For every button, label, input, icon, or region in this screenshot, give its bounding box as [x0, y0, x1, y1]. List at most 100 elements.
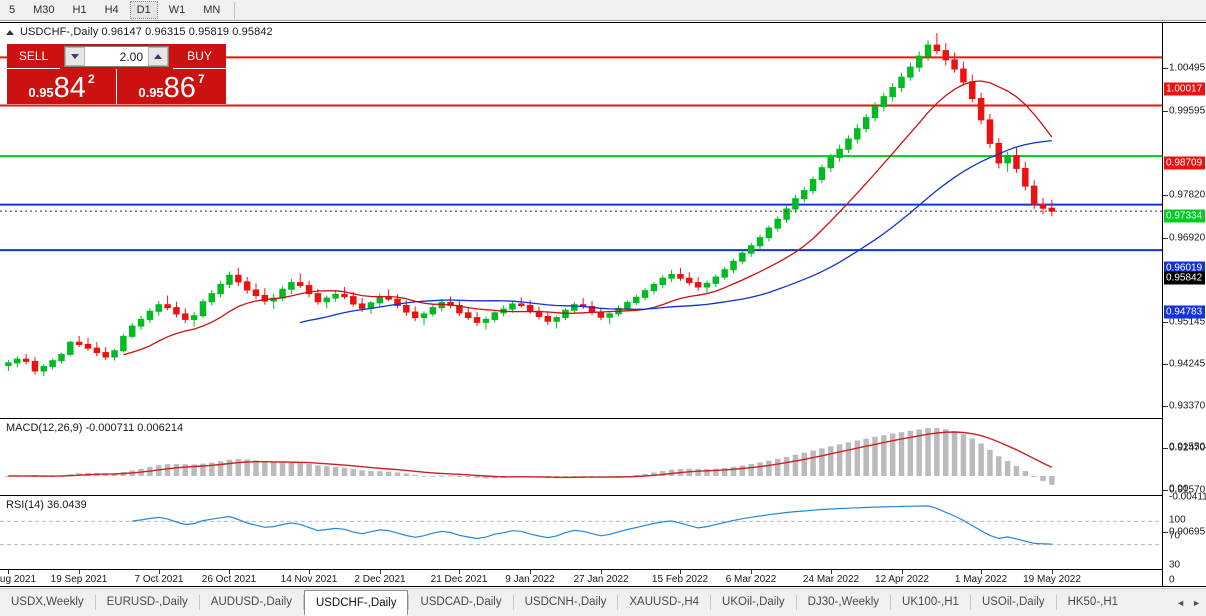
tab-separator: [302, 595, 304, 610]
date-axis-label: 19 Sep 2021: [50, 574, 108, 585]
symbol-tab-audusddaily[interactable]: AUDUSD-,Daily: [210, 595, 292, 608]
tab-separator: [890, 595, 892, 610]
buy-price-big: 86: [163, 72, 196, 104]
timeframe-button-w1[interactable]: W1: [168, 4, 186, 16]
symbol-tab-usdxweekly[interactable]: USDX,Weekly: [11, 595, 84, 608]
sell-price-display[interactable]: 0.95 84 2: [7, 69, 116, 104]
symbol-tab-usdcaddaily[interactable]: USDCAD-,Daily: [420, 595, 502, 608]
price-level-label[interactable]: 0.95842: [1164, 271, 1205, 285]
date-axis-tick: [981, 570, 982, 574]
chart-symbol-header: USDCHF-,Daily 0.96147 0.96315 0.95819 0.…: [6, 26, 273, 38]
chevron-down-icon: [71, 54, 79, 59]
chevron-up-icon: [154, 54, 162, 59]
date-axis-tick: [309, 570, 310, 574]
timeframe-button-h4[interactable]: H4: [104, 4, 119, 16]
toolbar-separator: [234, 1, 236, 19]
buy-price-sup: 7: [197, 72, 205, 86]
date-axis-tick: [229, 570, 230, 574]
price-scale-tick: [1163, 532, 1168, 533]
buy-price-display[interactable]: 0.95 86 7: [117, 69, 226, 104]
tab-scroll-right-icon[interactable]: ►: [1192, 597, 1201, 608]
tab-separator: [617, 595, 619, 610]
sell-price-sup: 2: [87, 72, 95, 86]
tab-separator: [94, 595, 96, 610]
date-axis-label: 26 Oct 2021: [201, 574, 257, 585]
date-axis-label: 6 Mar 2022: [725, 574, 777, 585]
price-level-label[interactable]: 0.98709: [1164, 156, 1205, 170]
symbol-tab-dj30weekly[interactable]: DJ30-,Weekly: [807, 595, 880, 608]
macd-pane[interactable]: MACD(12,26,9) -0.000711 0.006214: [0, 418, 1162, 494]
macd-label: MACD(12,26,9) -0.000711 0.006214: [6, 422, 184, 434]
price-level-label[interactable]: 0.96019: [1164, 261, 1205, 275]
date-axis-label: 14 Nov 2021: [280, 574, 338, 585]
rsi-scale-label: 70: [1169, 530, 1181, 542]
timeframe-button-mn[interactable]: MN: [203, 4, 221, 16]
tab-separator: [512, 595, 514, 610]
price-level-label[interactable]: 0.97334: [1164, 209, 1205, 223]
price-scale-label: 0.94245: [1169, 358, 1206, 370]
price-scale-label: 0.90695: [1169, 526, 1206, 538]
rsi-label: RSI(14) 36.0439: [6, 499, 87, 511]
tab-separator: [710, 595, 712, 610]
buy-button[interactable]: BUY: [173, 44, 226, 69]
symbol-tab-usdchfdaily[interactable]: USDCHF-,Daily: [303, 590, 409, 616]
price-scale-label: 0.91570: [1169, 484, 1206, 496]
date-axis-tick: [1052, 570, 1053, 574]
volume-stepper[interactable]: 2.00: [64, 46, 169, 67]
price-scale-label: 1.00495: [1169, 62, 1206, 74]
rsi-pane[interactable]: RSI(14) 36.0439: [0, 495, 1162, 568]
volume-decrease-button[interactable]: [65, 47, 85, 66]
symbol-tab-usdcnhdaily[interactable]: USDCNH-,Daily: [524, 595, 607, 608]
price-level-label[interactable]: 0.94783: [1164, 305, 1205, 319]
price-scale[interactable]: 1.00495 0.99595 0.97820 0.96920 0.95145 0.942…: [1163, 22, 1206, 587]
symbol-tab-xauusdh4[interactable]: XAUUSD-,H4: [629, 595, 700, 608]
price-scale-tick: [1163, 448, 1168, 449]
date-axis-tick: [530, 570, 531, 574]
symbol-tab-uk100h1[interactable]: UK100-,H1: [902, 595, 959, 608]
collapse-arrow-icon[interactable]: [6, 29, 14, 35]
date-axis-tick: [459, 570, 460, 574]
symbol-tab-ukoildaily[interactable]: UKOil-,Daily: [722, 595, 785, 608]
tab-separator: [795, 595, 797, 610]
macd-scale-label: 0.00: [1169, 483, 1189, 495]
date-axis[interactable]: 31 Aug 2021 19 Sep 2021 7 Oct 2021 26 Oct 2…: [0, 569, 1162, 586]
timeframe-button-m30[interactable]: M30: [33, 4, 55, 16]
symbol-tab-eurusddaily[interactable]: EURUSD-,Daily: [106, 595, 188, 608]
price-scale-tick: [1163, 238, 1168, 239]
price-scale-label: 0.92470: [1169, 442, 1206, 454]
date-axis-label: 9 Jan 2022: [505, 574, 555, 585]
rsi-scale-label: 30: [1169, 559, 1181, 571]
symbol-tab-hk50h1[interactable]: HK50-,H1: [1067, 595, 1119, 608]
price-scale-tick: [1163, 322, 1168, 323]
date-axis-label: 27 Jan 2022: [573, 574, 629, 585]
timeframe-button-h1[interactable]: H1: [72, 4, 87, 16]
timeframe-button-d1[interactable]: D1: [129, 1, 158, 19]
timeframe-toolbar: 5 M30 H1 H4 D1 W1 MN: [0, 0, 1206, 21]
rsi-scale-label: 0: [1169, 574, 1175, 586]
chart-frame: USDCHF-,Daily 0.96147 0.96315 0.95819 0.…: [0, 22, 1163, 587]
price-scale-tick: [1163, 68, 1168, 69]
tab-scroll-controls[interactable]: ◄ ►: [1176, 589, 1206, 616]
date-axis-label: 1 May 2022: [954, 574, 1008, 585]
tab-separator: [198, 595, 200, 610]
price-scale-tick: [1163, 490, 1168, 491]
price-scale-tick: [1163, 111, 1168, 112]
sell-button[interactable]: SELL: [7, 44, 60, 69]
date-axis-tick: [680, 570, 681, 574]
price-scale-label: 0.93370: [1169, 400, 1206, 412]
date-axis-tick: [8, 570, 9, 574]
symbol-tab-usoildaily[interactable]: USOil-,Daily: [981, 595, 1045, 608]
timeframe-button-5[interactable]: 5: [9, 4, 16, 16]
volume-input[interactable]: 2.00: [119, 49, 143, 64]
rsi-plot: [0, 505, 1162, 546]
date-axis-tick: [831, 570, 832, 574]
volume-increase-button[interactable]: [148, 47, 168, 66]
date-axis-label: 2 Dec 2021: [354, 574, 406, 585]
date-axis-tick: [380, 570, 381, 574]
price-level-label[interactable]: 1.00017: [1164, 82, 1205, 96]
date-axis-tick: [601, 570, 602, 574]
tab-scroll-left-icon[interactable]: ◄: [1176, 597, 1186, 608]
price-scale-label: 0.95145: [1169, 316, 1206, 328]
price-scale-tick: [1163, 195, 1168, 196]
date-axis-tick: [751, 570, 752, 574]
